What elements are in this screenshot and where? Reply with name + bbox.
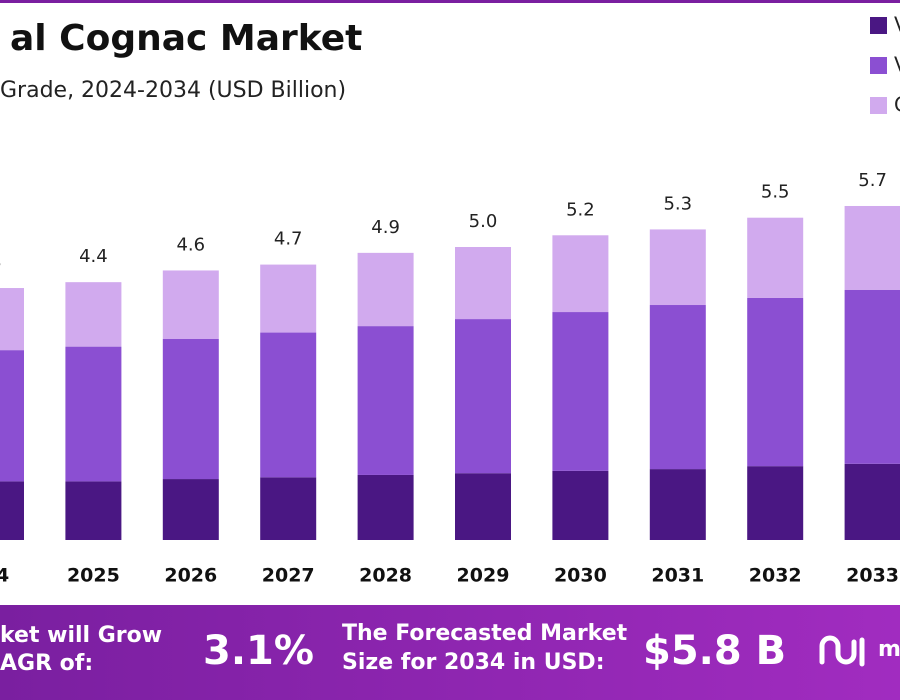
logo-text: m — [878, 637, 900, 662]
bar-segment — [260, 264, 317, 333]
bar-segment — [649, 469, 706, 540]
x-tick-label: 2032 — [749, 565, 802, 587]
bar-segment — [844, 463, 900, 540]
bar-segment — [260, 332, 317, 478]
bar-segment — [844, 289, 900, 464]
bar-segment — [552, 235, 609, 313]
bar-segment — [747, 466, 804, 540]
bar-segment — [357, 252, 414, 327]
bar-segment — [649, 305, 706, 470]
bar-segment — [65, 481, 122, 540]
bar-segment — [162, 339, 219, 480]
bar-segment — [162, 270, 219, 340]
total-label: 5.0 — [469, 211, 498, 232]
bar-segment — [357, 326, 414, 475]
footer-banner — [0, 605, 900, 700]
legend-label: V — [894, 53, 900, 77]
legend-label: V — [894, 13, 900, 37]
x-tick-label: 2028 — [359, 565, 412, 587]
x-tick-label: 2027 — [262, 565, 315, 587]
bar-segment — [552, 470, 609, 540]
footer-text: Size for 2034 in USD: — [342, 650, 605, 675]
x-tick-label: 2030 — [554, 565, 607, 587]
x-tick-label: 24 — [0, 565, 9, 587]
x-tick-label: 2031 — [651, 565, 704, 587]
bar-segment — [747, 297, 804, 467]
bar-segment — [260, 477, 317, 540]
bar-segment — [747, 217, 804, 298]
total-label: 4.4 — [79, 246, 108, 267]
bar-segment — [0, 288, 24, 351]
bar-segment — [649, 229, 706, 306]
total-label: 4.9 — [371, 217, 400, 238]
bar-segment — [0, 350, 24, 482]
legend-label: C — [894, 93, 900, 117]
total-label: 5.5 — [761, 182, 790, 203]
legend-swatch — [870, 57, 887, 74]
logo-icon — [819, 635, 865, 667]
bar-segment — [357, 474, 414, 540]
bar-segment — [552, 312, 609, 471]
x-tick-label: 2026 — [164, 565, 217, 587]
bar-segment — [162, 479, 219, 540]
legend-swatch — [870, 97, 887, 114]
chart-title: al Cognac Market — [10, 18, 362, 59]
total-label: 4.6 — [176, 234, 205, 255]
bar-segment — [844, 205, 900, 290]
footer-text: AGR of: — [0, 651, 93, 676]
total-label: 3 — [0, 252, 2, 273]
chart-subtitle: Grade, 2024-2034 (USD Billion) — [0, 78, 346, 103]
size-value: $5.8 B — [643, 628, 786, 674]
total-label: 4.7 — [274, 229, 303, 250]
footer-text: ket will Grow — [0, 623, 162, 648]
total-label: 5.7 — [858, 170, 887, 191]
total-label: 5.2 — [566, 199, 595, 220]
x-tick-label: 2033 — [846, 565, 899, 587]
cagr-value: 3.1% — [203, 628, 314, 674]
x-tick-label: 2025 — [67, 565, 120, 587]
top-border — [0, 0, 900, 3]
bar-segment — [65, 346, 122, 482]
bar-segment — [455, 247, 511, 320]
footer-text: The Forecasted Market — [342, 621, 628, 646]
bar-segment — [455, 473, 511, 540]
total-label: 5.3 — [663, 193, 692, 214]
bar-segment — [65, 282, 122, 347]
bar-segment — [0, 481, 24, 540]
bar-segment — [455, 319, 511, 474]
legend-swatch — [870, 17, 887, 34]
x-tick-label: 2029 — [457, 565, 510, 587]
